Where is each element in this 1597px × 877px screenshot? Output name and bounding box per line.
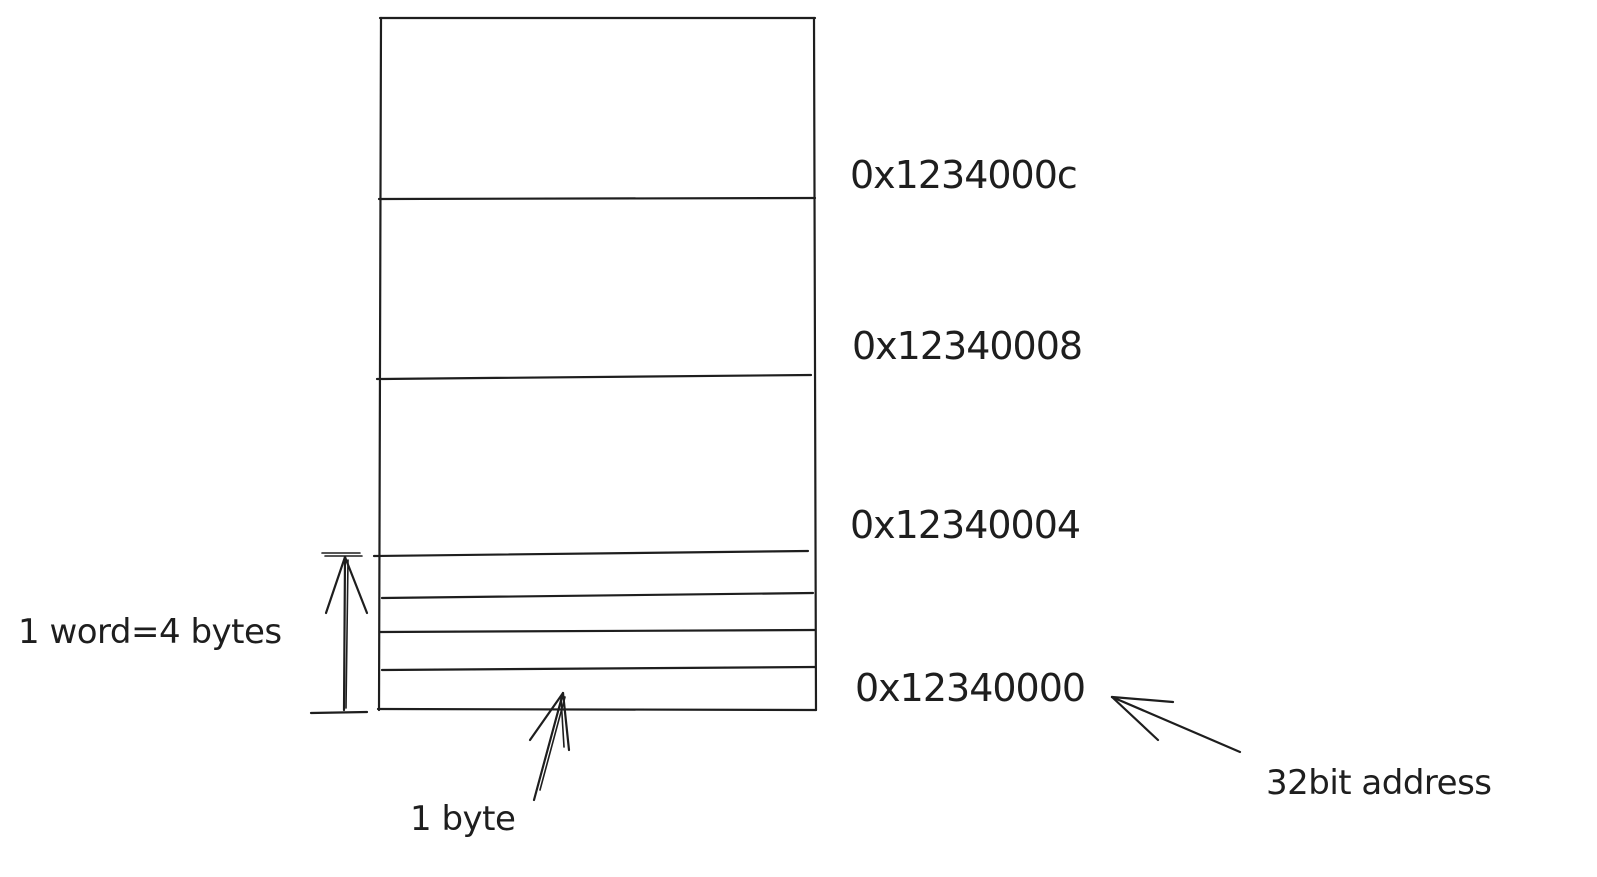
address-labels: 0x1234000c 0x12340008 0x12340004 0x12340…: [850, 153, 1086, 710]
byte-boundary-3: [380, 591, 815, 600]
byte-label: 1 byte: [410, 799, 515, 839]
byte-pointer-arrow: [528, 691, 571, 802]
word-boundary-0x12340004: [372, 549, 810, 558]
word-size-label: 1 word=4 bytes: [18, 612, 282, 652]
memory-column: [376, 16, 818, 712]
word-size-arrow: [309, 552, 369, 715]
word-boundary-0x1234000c: [377, 196, 817, 201]
address-size-label: 32bit address: [1266, 763, 1492, 803]
address-label-0x12340000: 0x12340000: [855, 666, 1085, 710]
word-boundary-0x12340008: [375, 373, 813, 381]
address-label-0x12340004: 0x12340004: [850, 503, 1080, 547]
address-label-0x1234000c: 0x1234000c: [850, 153, 1077, 197]
address-label-0x12340008: 0x12340008: [852, 324, 1082, 368]
byte-boundaries: [378, 591, 817, 672]
address-pointer-arrow: [1110, 695, 1242, 754]
byte-boundary-1: [380, 665, 817, 672]
byte-boundary-2: [378, 628, 817, 634]
word-boundaries: [372, 196, 817, 558]
